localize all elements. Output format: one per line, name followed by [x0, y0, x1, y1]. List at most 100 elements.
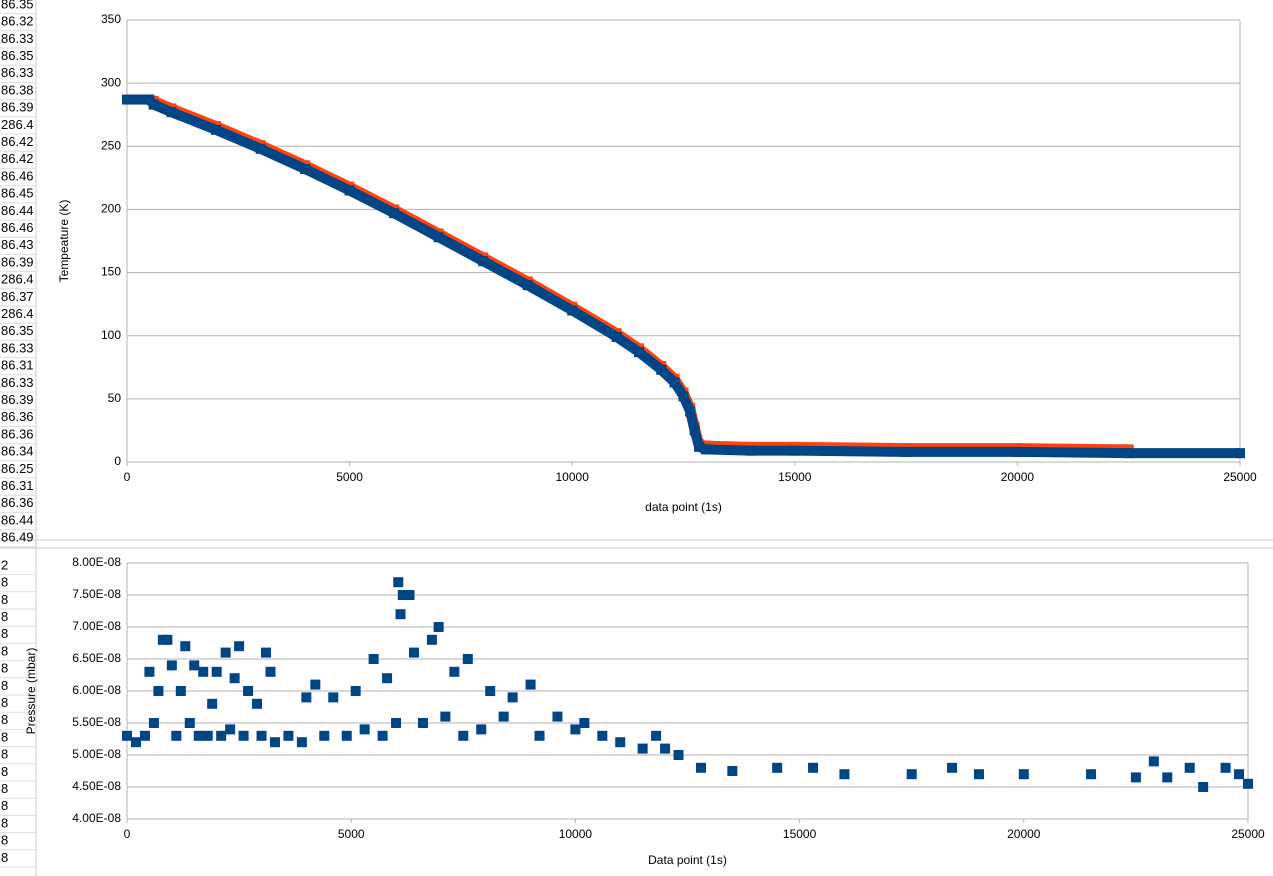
x-tick-label: 10000	[559, 827, 593, 841]
marker	[344, 185, 355, 196]
y-tick-label: 5.50E-08	[72, 715, 121, 729]
cell-text: 8	[1, 747, 8, 762]
cell-text: 8	[1, 592, 8, 607]
y-axis-label: Tempeature (K)	[57, 200, 71, 283]
cell-text: 86.37	[1, 289, 34, 304]
cell-text: 86.39	[1, 254, 34, 269]
marker	[243, 686, 254, 696]
y-tick-label: 250	[101, 138, 121, 152]
marker	[1235, 448, 1245, 459]
marker	[660, 743, 671, 754]
marker	[611, 331, 622, 342]
marker	[476, 724, 487, 735]
y-tick-label: 7.00E-08	[72, 619, 121, 633]
cell-text: 8	[1, 729, 8, 744]
marker	[651, 730, 662, 741]
marker	[789, 445, 800, 456]
marker	[633, 347, 644, 358]
marker	[673, 750, 684, 760]
marker	[350, 686, 361, 696]
marker	[148, 99, 159, 110]
x-axis-label: Data point (1s)	[648, 853, 727, 867]
chart-area	[40, 550, 1273, 876]
marker	[189, 660, 200, 671]
marker	[685, 406, 696, 417]
marker	[216, 730, 227, 741]
x-tick-label: 15000	[778, 470, 812, 484]
x-tick-label: 20000	[1001, 470, 1035, 484]
y-tick-label: 4.00E-08	[72, 811, 121, 825]
marker	[175, 686, 186, 696]
marker	[301, 692, 312, 703]
x-tick-label: 20000	[1007, 827, 1041, 841]
cell-text: 8	[1, 815, 8, 830]
marker	[382, 673, 393, 684]
marker	[389, 208, 400, 219]
marker	[947, 762, 958, 773]
marker	[269, 737, 280, 748]
marker	[225, 724, 236, 735]
marker	[689, 425, 700, 436]
cell-text: 86.42	[1, 151, 34, 166]
x-tick-label: 0	[124, 827, 131, 841]
cell-text: 286.4	[1, 306, 34, 321]
marker	[166, 107, 177, 118]
marker	[144, 94, 155, 105]
marker	[901, 446, 912, 457]
y-tick-label: 100	[101, 328, 121, 342]
cell-text: 8	[1, 678, 8, 693]
marker	[669, 377, 680, 388]
marker	[1148, 756, 1159, 767]
marker	[207, 698, 218, 709]
marker	[162, 634, 173, 645]
marker	[202, 730, 213, 741]
x-tick-label: 15000	[783, 827, 817, 841]
marker	[1243, 778, 1253, 789]
marker	[261, 647, 272, 658]
cell-text: 8	[1, 575, 8, 590]
y-tick-label: 7.50E-08	[72, 587, 121, 601]
x-axis-label: data point (1s)	[645, 500, 722, 514]
marker	[700, 444, 711, 455]
marker	[906, 769, 917, 780]
marker	[180, 641, 191, 652]
marker	[144, 666, 155, 677]
cell-text: 86.34	[1, 444, 34, 459]
marker	[570, 724, 581, 735]
marker	[341, 730, 352, 741]
marker	[122, 94, 132, 105]
marker	[1086, 769, 1097, 780]
cell-text: 86.49	[1, 530, 34, 545]
marker	[1198, 782, 1209, 792]
cell-text: 86.33	[1, 31, 34, 46]
marker	[368, 654, 379, 664]
marker	[256, 730, 267, 741]
marker	[973, 769, 984, 780]
marker	[408, 647, 419, 658]
marker	[252, 698, 263, 709]
marker	[404, 590, 415, 600]
cell-text: 8	[1, 833, 8, 848]
cell-text: 86.33	[1, 375, 34, 390]
marker	[133, 94, 144, 105]
marker	[426, 634, 437, 645]
marker	[359, 724, 370, 735]
cell-text: 86.25	[1, 461, 34, 476]
marker	[534, 730, 545, 741]
marker	[433, 232, 444, 243]
cell-text: 86.39	[1, 100, 34, 115]
marker	[148, 718, 159, 728]
cell-text: 86.46	[1, 168, 34, 183]
cell-text: 86.31	[1, 478, 34, 493]
y-axis-label: Pressure (mbar)	[24, 648, 38, 735]
marker	[393, 577, 404, 588]
marker	[678, 391, 689, 402]
marker	[808, 762, 819, 773]
cell-text: 8	[1, 798, 8, 813]
cell-text: 2	[1, 557, 8, 572]
marker	[130, 737, 141, 748]
marker	[567, 305, 578, 316]
cell-text: 86.36	[1, 426, 34, 441]
marker	[522, 280, 533, 291]
marker	[745, 445, 756, 456]
